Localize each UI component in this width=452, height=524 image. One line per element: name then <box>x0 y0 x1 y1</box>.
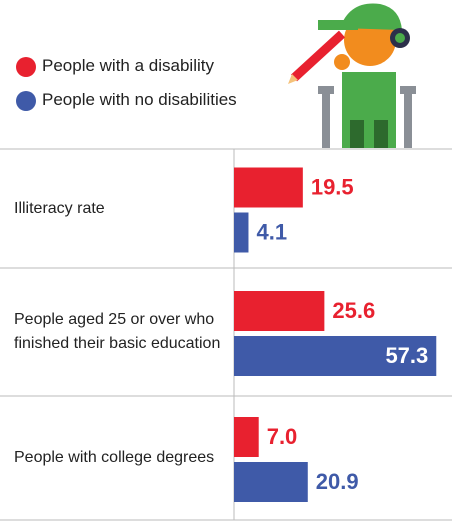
bar <box>234 462 308 502</box>
category-label: People with college degrees <box>14 449 215 466</box>
value-label: 19.5 <box>311 174 354 199</box>
category-label: Illiteracy rate <box>14 199 105 217</box>
bar <box>234 291 325 331</box>
illustration <box>288 3 416 148</box>
legend-swatch <box>16 91 36 111</box>
bar <box>234 417 259 457</box>
category-label: People aged 25 or over who finished thei… <box>14 311 221 352</box>
value-label: 4.1 <box>256 219 287 244</box>
value-label: 25.6 <box>332 298 375 323</box>
bar <box>234 336 437 376</box>
value-label: 57.3 <box>385 343 428 368</box>
bar <box>234 212 249 253</box>
legend-label: People with a disability <box>42 56 214 75</box>
value-label: 7.0 <box>267 424 298 449</box>
legend-swatch <box>16 57 36 77</box>
bar <box>234 167 303 208</box>
value-label: 20.9 <box>316 469 359 494</box>
legend-label: People with no disabilities <box>42 90 237 109</box>
